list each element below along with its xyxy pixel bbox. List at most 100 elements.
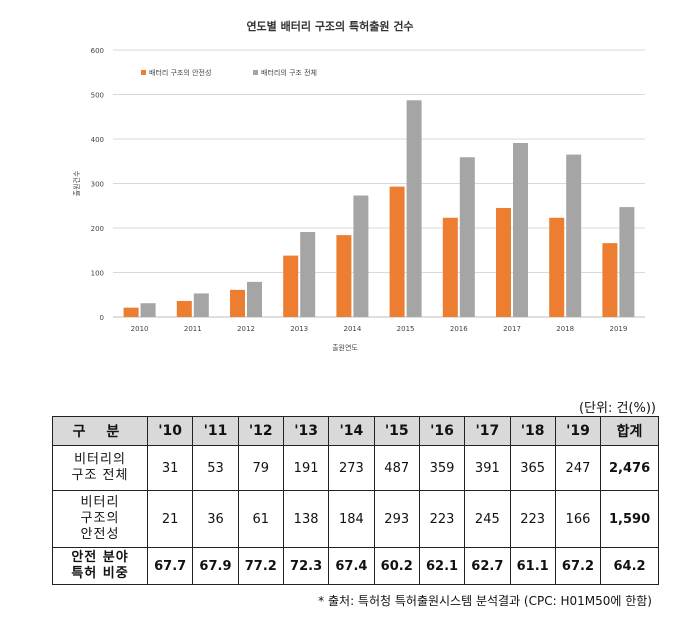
bar-total	[619, 207, 635, 317]
row-label: 비터리의 구조 전체	[52, 445, 148, 491]
bar-safety	[389, 186, 405, 317]
bar-total	[513, 143, 528, 317]
x-tick-label: 2012	[237, 325, 255, 333]
bar-total	[353, 195, 369, 317]
bar-total	[300, 232, 316, 317]
value-cell: 31	[146, 445, 194, 491]
data-table: 구 분 '10'11'12'13'14'15'16'17'18'19 합계 비터리의…	[52, 416, 659, 585]
table-body: 비터리의 구조 전체 31 53 79 191 273 487 359 391 365 247 2,47…	[52, 445, 659, 585]
bar-safety	[549, 217, 565, 317]
bar-total	[459, 157, 475, 317]
value-cell: 61	[237, 490, 284, 548]
bar-total	[193, 293, 209, 317]
value-cell: 273	[328, 445, 375, 491]
header-year: '16	[418, 416, 466, 446]
y-tick-label: 500	[91, 92, 104, 100]
bar-safety	[496, 207, 511, 317]
value-cell: 67.4	[328, 547, 375, 585]
x-tick-label: 2011	[184, 325, 202, 333]
value-cell: 293	[373, 490, 420, 548]
bar-safety	[176, 300, 192, 317]
y-tick-label: 200	[91, 225, 104, 233]
header-year: '12	[237, 416, 284, 446]
value-cell: 138	[282, 490, 330, 548]
value-cell: 67.7	[146, 547, 194, 585]
bar-total	[247, 281, 262, 317]
header-year: '18	[509, 416, 556, 446]
value-cell: 166	[554, 490, 602, 548]
value-cell: 245	[464, 490, 511, 548]
legend-label-safety: 배터리 구조의 안전성	[149, 68, 211, 77]
value-cell: 62.1	[418, 547, 466, 585]
value-cell: 247	[554, 445, 602, 491]
header-year: '13	[282, 416, 330, 446]
table-row: 안전 분야 특허 비중 67.7 67.9 77.2 72.3 67.4 60.2 62.1 62…	[52, 547, 659, 585]
bar-safety	[442, 217, 458, 317]
y-tick-label: 0	[100, 314, 104, 322]
header-year: '15	[373, 416, 420, 446]
header-year: '11	[192, 416, 239, 446]
bar-safety	[123, 307, 139, 317]
legend-swatch-total	[253, 70, 258, 75]
x-tick-label: 2016	[450, 325, 468, 333]
value-cell: 77.2	[237, 547, 284, 585]
value-cell: 62.7	[464, 547, 511, 585]
value-cell: 60.2	[373, 547, 420, 585]
bar-chart: 연도별 배터리 구조의 특허출원 건수 0 100 200 300 400 500 600 20…	[72, 19, 645, 352]
bar-safety	[602, 243, 618, 317]
x-tick-label: 2010	[131, 325, 149, 333]
row-label: 비터리 구조의 안전성	[52, 490, 148, 548]
x-tick-label: 2018	[556, 325, 574, 333]
header-year: '14	[328, 416, 375, 446]
legend-label-total: 배터리의 구조 전체	[261, 68, 317, 77]
x-tick-label: 2019	[609, 325, 627, 333]
header-year: '17	[464, 416, 511, 446]
legend-swatch-safety	[141, 70, 146, 75]
y-axis-title: 출원건수	[72, 170, 81, 196]
x-tick-label: 2017	[503, 325, 521, 333]
total-cell: 2,476	[600, 445, 659, 491]
value-cell: 79	[237, 445, 284, 491]
header-year: '10	[146, 416, 194, 446]
bar-total	[406, 100, 422, 317]
total-cell: 1,590	[600, 490, 659, 548]
x-tick-label: 2013	[290, 325, 308, 333]
row-label: 안전 분야 특허 비중	[52, 547, 148, 585]
y-tick-label: 600	[91, 47, 104, 55]
bar-safety	[336, 235, 352, 317]
y-tick-label: 300	[91, 181, 104, 189]
header-corner: 구 분	[52, 416, 148, 446]
chart-area: 연도별 배터리 구조의 특허출원 건수 0 100 200 300 400 500 600 20…	[45, 8, 665, 358]
value-cell: 67.2	[554, 547, 602, 585]
value-cell: 21	[146, 490, 194, 548]
table-row: 비터리의 구조 전체 31 53 79 191 273 487 359 391 365 247 2,47…	[52, 445, 659, 491]
bar-total	[140, 303, 156, 317]
y-tick-label: 400	[91, 136, 104, 144]
x-tick-label: 2014	[343, 325, 361, 333]
value-cell: 184	[328, 490, 375, 548]
y-tick-label: 100	[91, 270, 104, 278]
header-year: '19	[554, 416, 602, 446]
value-cell: 391	[464, 445, 511, 491]
total-cell: 64.2	[600, 547, 659, 585]
bar-total	[566, 154, 582, 317]
value-cell: 191	[282, 445, 330, 491]
header-total: 합계	[600, 416, 659, 446]
x-axis-title: 출원연도	[332, 343, 358, 352]
table-row: 비터리 구조의 안전성 21 36 61 138 184 293 223 245 223 166 1,59…	[52, 490, 659, 548]
value-cell: 36	[192, 490, 239, 548]
value-cell: 53	[192, 445, 239, 491]
source-note: * 출처: 특허청 특허출원시스템 분석결과 (CPC: H01M50에 한함)	[318, 594, 652, 608]
value-cell: 72.3	[282, 547, 330, 585]
value-cell: 67.9	[192, 547, 239, 585]
value-cell: 223	[509, 490, 556, 548]
chart-title: 연도별 배터리 구조의 특허출원 건수	[246, 19, 413, 33]
bar-safety	[283, 255, 299, 317]
unit-note: (단위: 건(%))	[578, 401, 656, 416]
bar-safety	[230, 289, 245, 317]
x-tick-label: 2015	[397, 325, 415, 333]
value-cell: 487	[373, 445, 420, 491]
value-cell: 223	[418, 490, 466, 548]
value-cell: 61.1	[509, 547, 556, 585]
value-cell: 365	[509, 445, 556, 491]
